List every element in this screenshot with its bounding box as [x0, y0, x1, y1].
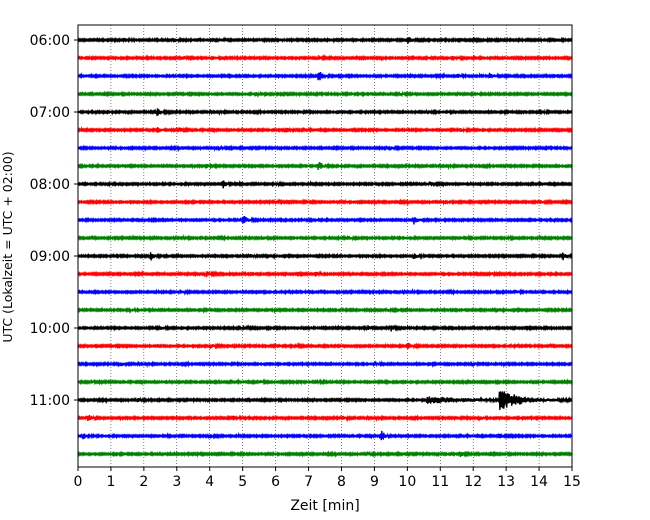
x-tick-label-1: 1 — [106, 474, 115, 490]
trace-0600 — [77, 36, 573, 44]
x-tick-label-3: 3 — [172, 474, 181, 490]
trace-0645 — [77, 90, 573, 98]
x-tick-label-10: 10 — [398, 474, 416, 490]
trace-0800 — [77, 179, 573, 189]
plot-frame — [77, 24, 573, 468]
trace-0845 — [77, 233, 573, 242]
trace-0900 — [77, 252, 573, 261]
trace-0945 — [77, 306, 573, 315]
trace-0745 — [77, 161, 573, 171]
x-tick-label-7: 7 — [304, 474, 313, 490]
trace-1015 — [77, 341, 573, 350]
trace-1045 — [77, 378, 573, 386]
x-tick-label-15: 15 — [563, 474, 581, 490]
x-tick-label-12: 12 — [464, 474, 482, 490]
x-tick-label-5: 5 — [238, 474, 247, 490]
trace-0830 — [77, 216, 573, 225]
x-tick-label-14: 14 — [530, 474, 548, 490]
trace-0615 — [77, 54, 573, 62]
x-tick-label-6: 6 — [271, 474, 280, 490]
trace-0730 — [77, 144, 573, 153]
y-tick-label-1: 07:00 — [30, 105, 70, 121]
trace-1130 — [77, 430, 573, 441]
x-tick-label-4: 4 — [205, 474, 214, 490]
x-tick-label-2: 2 — [139, 474, 148, 490]
trace-1000 — [77, 324, 573, 332]
seismic-traces — [77, 36, 573, 459]
x-axis-label: Zeit [min] — [290, 498, 359, 514]
x-tick-label-0: 0 — [74, 474, 83, 490]
trace-0815 — [77, 198, 573, 207]
x-axis-ticks: 0 1 2 3 4 5 6 7 8 9 10 11 12 13 14 15 — [74, 467, 581, 490]
x-tick-label-8: 8 — [337, 474, 346, 490]
trace-0715 — [77, 125, 573, 134]
y-tick-label-4: 10:00 — [30, 321, 70, 337]
y-tick-label-5: 11:00 — [30, 393, 70, 409]
y-tick-label-2: 08:00 — [30, 177, 70, 193]
trace-0930 — [77, 287, 573, 296]
trace-1100 — [77, 391, 573, 410]
y-tick-label-0: 06:00 — [30, 33, 70, 49]
trace-1115 — [77, 414, 573, 423]
y-axis-label: UTC (Lokalzeit = UTC + 02:00) — [0, 151, 15, 342]
trace-1030 — [77, 360, 573, 369]
y-axis-ticks: 06:00 07:00 08:00 09:00 10:00 11:00 — [30, 33, 78, 409]
trace-0915 — [77, 269, 573, 278]
x-tick-label-13: 13 — [497, 474, 515, 490]
trace-0630 — [77, 71, 573, 81]
x-tick-label-11: 11 — [431, 474, 449, 490]
x-tick-label-9: 9 — [370, 474, 379, 490]
trace-1145 — [77, 450, 573, 459]
y-tick-label-3: 09:00 — [30, 249, 70, 265]
trace-0700 — [77, 108, 573, 117]
